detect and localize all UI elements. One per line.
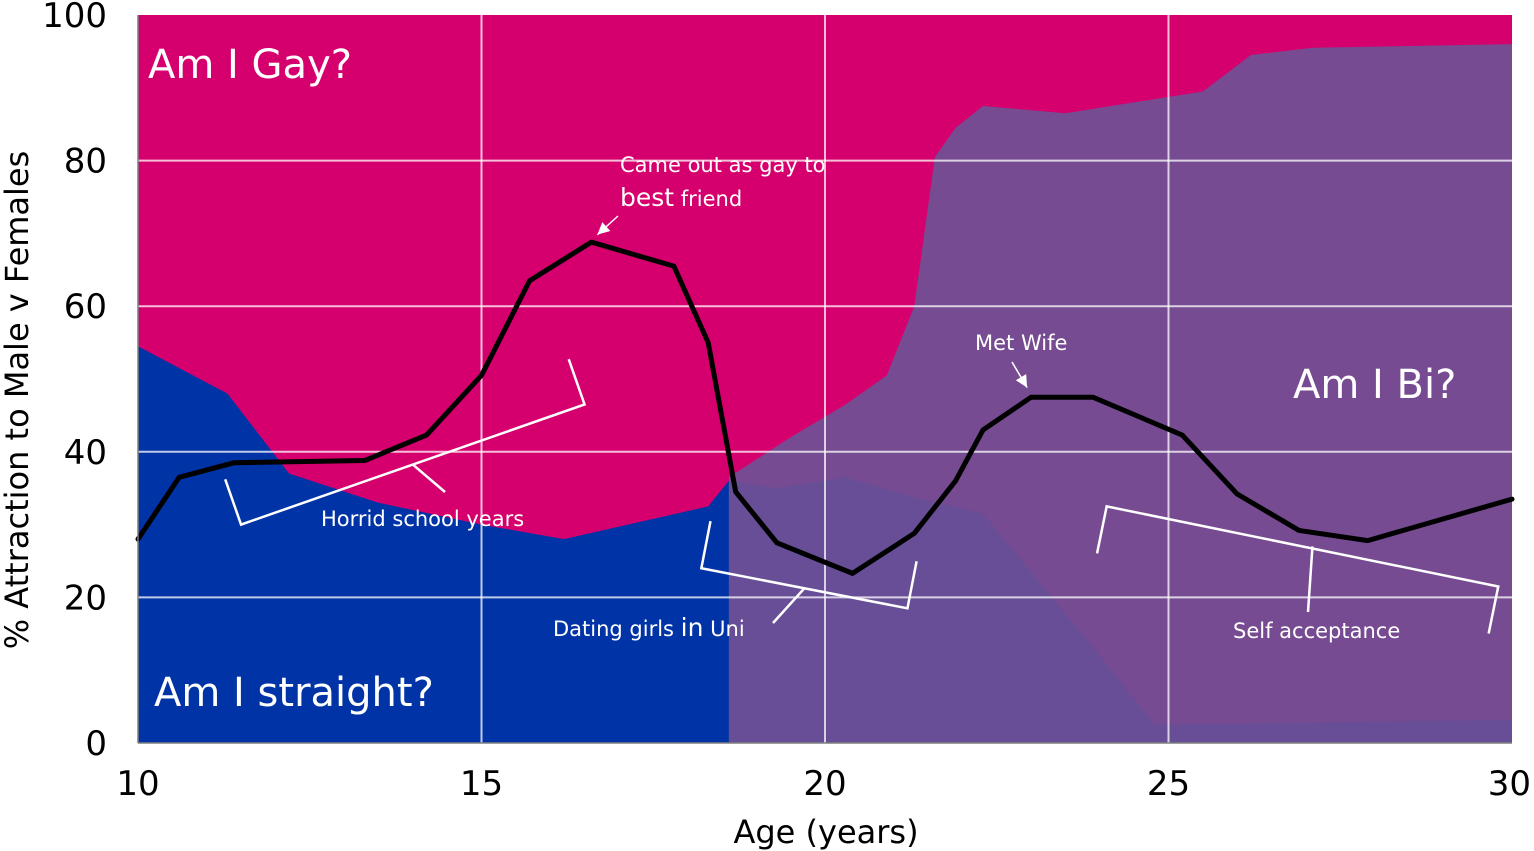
plot-area xyxy=(135,15,1515,744)
region-label-straight: Am I straight? xyxy=(154,670,434,716)
x-tick-label: 10 xyxy=(116,764,159,804)
area-bi xyxy=(728,44,1512,744)
bracket-horrid-school-years xyxy=(224,358,587,527)
region-label-gay: Am I Gay? xyxy=(148,42,352,88)
x-tick-label: 15 xyxy=(460,764,503,804)
arrow-met-wife-head xyxy=(1015,374,1028,388)
annotation-dating-girls: Dating girls in Uni xyxy=(553,613,745,642)
x-tick-label: 30 xyxy=(1488,764,1531,804)
y-tick-label: 80 xyxy=(64,142,107,182)
annotation-came-out-line1: Came out as gay to xyxy=(620,153,826,177)
annotation-self-acceptance: Self acceptance xyxy=(1233,619,1400,643)
bracket-dating-tail xyxy=(772,587,806,624)
annotation-dating-part-a: Dating girls xyxy=(553,617,681,641)
annotation-horrid-school-years: Horrid school years xyxy=(321,507,524,531)
y-tick-label: 0 xyxy=(85,724,107,764)
line-series xyxy=(135,239,1515,576)
bracket-horrid-tail xyxy=(411,463,446,493)
y-tick-label: 100 xyxy=(42,0,107,36)
y-tick-label: 20 xyxy=(64,578,107,618)
annotation-came-out-line2: best friend xyxy=(620,183,742,212)
annotation-came-out-best: best xyxy=(620,183,674,212)
annotation-met-wife: Met Wife xyxy=(975,331,1067,355)
y-tick-label: 60 xyxy=(64,287,107,327)
x-tick-label: 20 xyxy=(803,764,846,804)
y-axis-title: % Attraction to Male v Females xyxy=(0,151,36,650)
y-tick-label: 40 xyxy=(64,433,107,473)
annotation-dating-part-b: in xyxy=(681,613,704,642)
bracket-self-acceptance-tail xyxy=(1306,546,1314,613)
x-tick-label: 25 xyxy=(1147,764,1190,804)
arrow-came-out-head xyxy=(597,222,611,235)
annotation-dating-part-c: Uni xyxy=(703,617,744,641)
labels: Am I Gay? Am I Bi? Am I straight? Came o… xyxy=(148,42,1456,716)
bracket-self-acceptance xyxy=(1095,504,1500,634)
region-label-bi: Am I Bi? xyxy=(1293,362,1456,408)
x-axis-title: Age (years) xyxy=(733,813,918,851)
annotation-came-out-friend: friend xyxy=(674,187,742,211)
